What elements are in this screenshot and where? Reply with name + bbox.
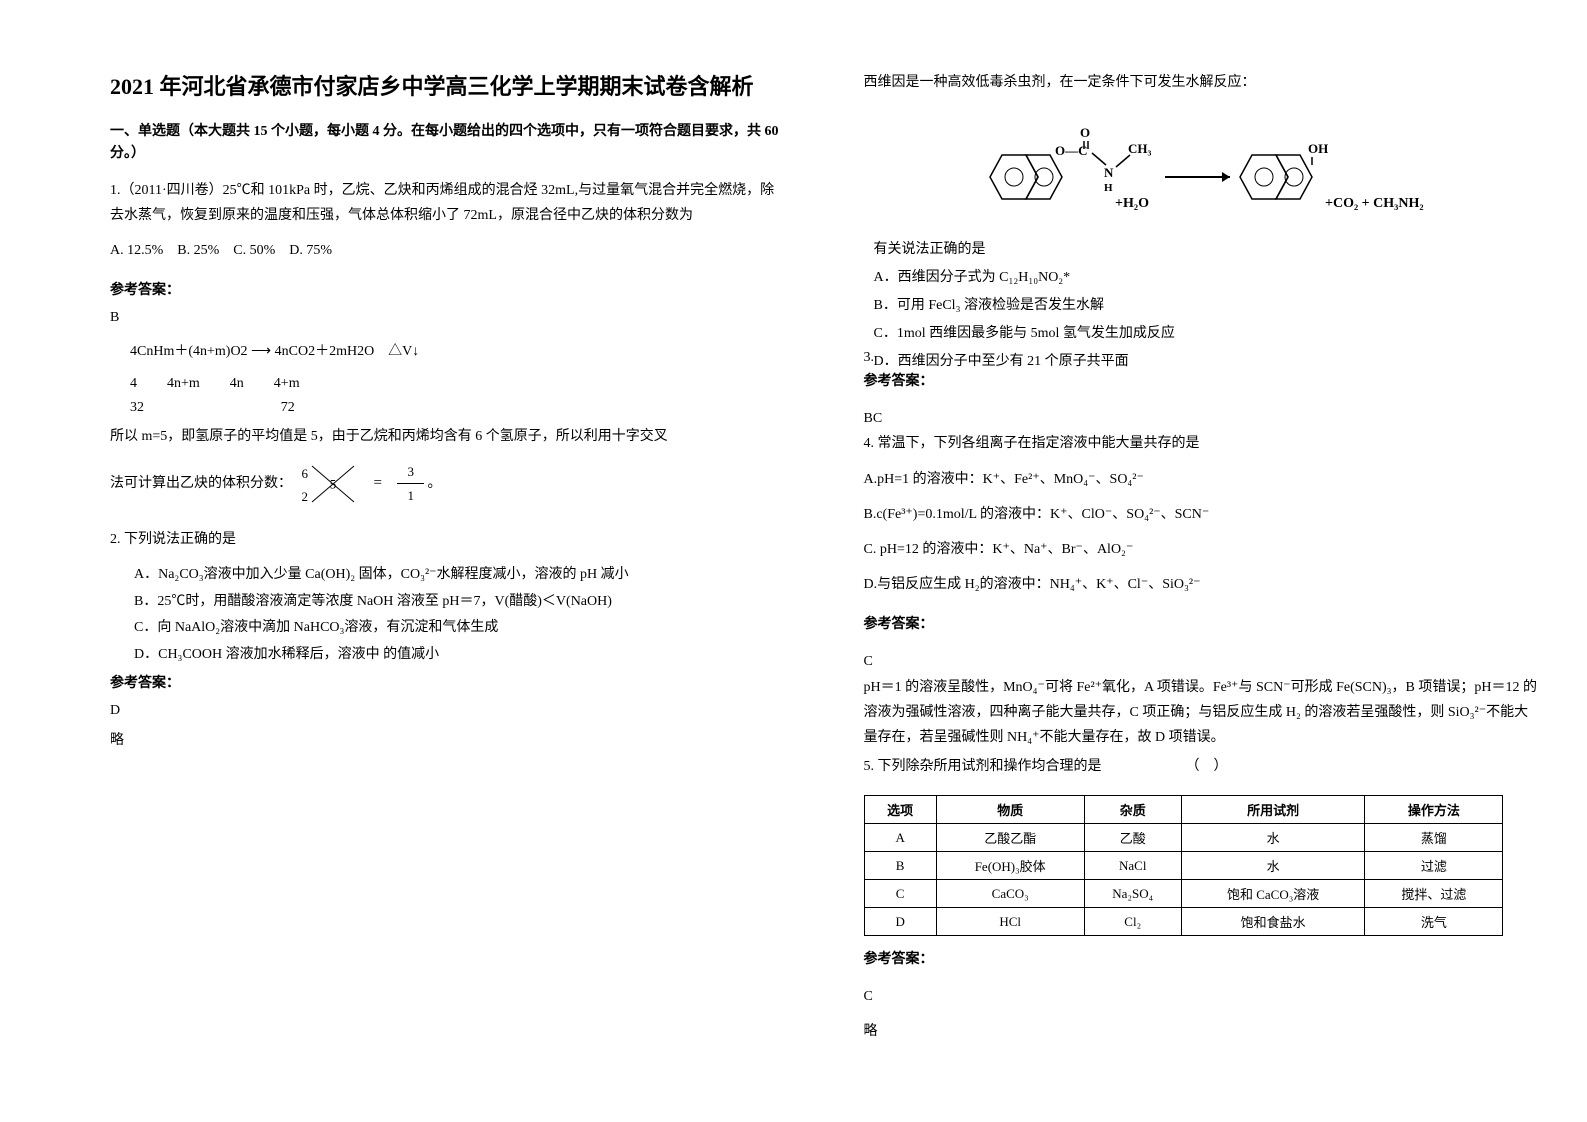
q1-answer: B <box>110 305 784 330</box>
q3-a: A．西维因分子式为 C₁₂H₁₀NO₂* <box>864 264 1538 292</box>
reaction-oc: O—C <box>1055 143 1088 158</box>
q1-stem: 1.（2011·四川卷）25℃和 101kPa 时，乙烷、乙炔和丙烯组成的混合烃… <box>110 178 784 228</box>
q4-answer: C <box>864 649 1538 674</box>
q4-d: D.与铝反应生成 H₂的溶液中：NH₄⁺、K⁺、Cl⁻、SiO₃²⁻ <box>864 572 1538 597</box>
eq-r1-a: 4 <box>130 376 137 392</box>
td: 水 <box>1181 852 1365 880</box>
page-title: 2021 年河北省承德市付家店乡中学高三化学上学期期末试卷含解析 <box>110 70 784 103</box>
th-3: 所用试剂 <box>1181 796 1365 824</box>
td: Na₂SO₄ <box>1084 880 1181 908</box>
q1-explain-post-pre: 法可计算出乙炔的体积分数： <box>110 476 292 491</box>
eq-r1-c: 4n <box>230 376 244 392</box>
q3-reaction-diagram: O—C O N H CH₃ +H₂O OH +CO₂ + CH₃NH₂ <box>864 115 1538 220</box>
q5-stem: 5. 下列除杂所用试剂和操作均合理的是 （ ） <box>864 754 1538 779</box>
th-1: 物质 <box>936 796 1084 824</box>
q1-answer-label: 参考答案： <box>110 279 784 299</box>
q3-intro: 西维因是一种高效低毒杀虫剂，在一定条件下可发生水解反应： <box>864 70 1538 95</box>
td: C <box>864 880 936 908</box>
table-row: B Fe(OH)₃胶体 NaCl 水 过滤 <box>864 852 1503 880</box>
table-header-row: 选项 物质 杂质 所用试剂 操作方法 <box>864 796 1503 824</box>
q3-prompt: 有关说法正确的是 <box>864 236 1538 264</box>
q2-stem: 2. 下列说法正确的是 <box>110 527 784 552</box>
section-heading: 一、单选题（本大题共 15 个小题，每小题 4 分。在每小题给出的四个选项中，只… <box>110 121 784 166</box>
eq-r2-a: 32 <box>130 400 144 416</box>
td: NaCl <box>1084 852 1181 880</box>
th-2: 杂质 <box>1084 796 1181 824</box>
q4-b: B.c(Fe³⁺)=0.1mol/L 的溶液中：K⁺、ClO⁻、SO₄²⁻、SC… <box>864 502 1538 527</box>
reaction-o-top: O <box>1080 125 1090 140</box>
td: 乙酸 <box>1084 824 1181 852</box>
q2-b: B．25℃时，用醋酸溶液滴定等浓度 NaOH 溶液至 pH＝7，V(醋酸)＜V(… <box>110 589 784 616</box>
q1-eq-row1: 4 4n+m 4n 4+m <box>110 376 784 392</box>
td: HCl <box>936 908 1084 936</box>
td: 过滤 <box>1365 852 1503 880</box>
cross-diagram: 6 2 5 <box>302 459 359 509</box>
reaction-right: +CO₂ + CH₃NH₂ <box>1325 196 1424 211</box>
q5-answer: C <box>864 984 1538 1009</box>
q5-note: 略 <box>864 1019 1538 1044</box>
eq-r1-b: 4n+m <box>167 376 200 392</box>
reaction-n: N <box>1104 165 1114 180</box>
cross-mid: 5 <box>330 472 337 495</box>
q2-a: A．Na₂CO₃溶液中加入少量 Ca(OH)₂ 固体，CO₃²⁻水解程度减小，溶… <box>110 562 784 589</box>
q4-explain: pH＝1 的溶液呈酸性，MnO₄⁻可将 Fe²⁺氧化，A 项错误。Fe³⁺与 S… <box>864 675 1538 751</box>
q3-c: C．1mol 西维因最多能与 5mol 氢气发生加成反应 <box>864 320 1538 348</box>
td: 搅拌、过滤 <box>1365 880 1503 908</box>
q2-answer-label: 参考答案： <box>110 672 784 692</box>
th-0: 选项 <box>864 796 936 824</box>
q1-options: A. 12.5% B. 25% C. 50% D. 75% <box>110 238 784 263</box>
q5-answer-label: 参考答案： <box>864 948 1538 968</box>
td: D <box>864 908 936 936</box>
cross-tr: 3 <box>397 460 424 484</box>
table-row: D HCl Cl₂ 饱和食盐水 洗气 <box>864 908 1503 936</box>
cross-br: 1 <box>397 484 424 507</box>
reaction-ch3: CH₃ <box>1128 141 1152 156</box>
q3-answer-label: 参考答案： <box>864 370 1538 390</box>
right-column: 西维因是一种高效低毒杀虫剂，在一定条件下可发生水解反应： O—C O N H C… <box>824 70 1538 1092</box>
q4-answer-label: 参考答案： <box>864 613 1538 633</box>
td: Fe(OH)₃胶体 <box>936 852 1084 880</box>
td: 饱和 CaCO₃溶液 <box>1181 880 1365 908</box>
reaction-mid: +H₂O <box>1115 196 1149 211</box>
q3-number: 3. <box>864 350 1528 366</box>
td: 饱和食盐水 <box>1181 908 1365 936</box>
td: Cl₂ <box>1084 908 1181 936</box>
q3-b: B．可用 FeCl₃ 溶液检验是否发生水解 <box>864 292 1538 320</box>
q4-stem: 4. 常温下，下列各组离子在指定溶液中能大量共存的是 <box>864 431 1538 456</box>
q2-answer: D <box>110 698 784 723</box>
eq-r1-d: 4+m <box>274 376 300 392</box>
cross-fraction: 3 1 <box>397 460 424 508</box>
q1-explain-pre: 所以 m=5，即氢原子的平均值是 5，由于乙烷和丙烯均含有 6 个氢原子，所以利… <box>110 424 784 449</box>
equals-sign: = <box>374 475 382 491</box>
td: 洗气 <box>1365 908 1503 936</box>
q4-a: A.pH=1 的溶液中：K⁺、Fe²⁺、MnO₄⁻、SO₄²⁻ <box>864 467 1538 492</box>
q2-c: C．向 NaAlO₂溶液中滴加 NaHCO₃溶液，有沉淀和气体生成 <box>110 615 784 642</box>
q1-eq-row2: 32 4n+m 4n 72 <box>110 400 784 416</box>
th-4: 操作方法 <box>1365 796 1503 824</box>
left-column: 2021 年河北省承德市付家店乡中学高三化学上学期期末试卷含解析 一、单选题（本… <box>110 70 824 1092</box>
td: CaCO₃ <box>936 880 1084 908</box>
td: B <box>864 852 936 880</box>
eq-r2-b: 72 <box>281 400 295 416</box>
reaction-h: H <box>1104 182 1113 194</box>
td: 蒸馏 <box>1365 824 1503 852</box>
q2-d: D．CH₃COOH 溶液加水稀释后，溶液中 的值减小 <box>110 642 784 669</box>
q1-explain-post-suf: 。 <box>427 476 441 491</box>
table-row: C CaCO₃ Na₂SO₄ 饱和 CaCO₃溶液 搅拌、过滤 <box>864 880 1503 908</box>
td: A <box>864 824 936 852</box>
q3-answer: BC <box>864 406 1538 431</box>
td: 乙酸乙酯 <box>936 824 1084 852</box>
q5-table: 选项 物质 杂质 所用试剂 操作方法 A 乙酸乙酯 乙酸 水 蒸馏 B Fe(O… <box>864 795 1504 936</box>
q2-note: 略 <box>110 728 784 753</box>
table-row: A 乙酸乙酯 乙酸 水 蒸馏 <box>864 824 1503 852</box>
q1-explain-post: 法可计算出乙炔的体积分数： 6 2 5 = 3 1 。 <box>110 459 784 509</box>
q1-eq-main: 4CnHm＋(4n+m)O2 ⟶ 4nCO2＋2mH2O △V↓ <box>130 339 784 364</box>
td: 水 <box>1181 824 1365 852</box>
reaction-oh: OH <box>1308 141 1328 156</box>
q4-c: C. pH=12 的溶液中：K⁺、Na⁺、Br⁻、AlO₂⁻ <box>864 537 1538 562</box>
